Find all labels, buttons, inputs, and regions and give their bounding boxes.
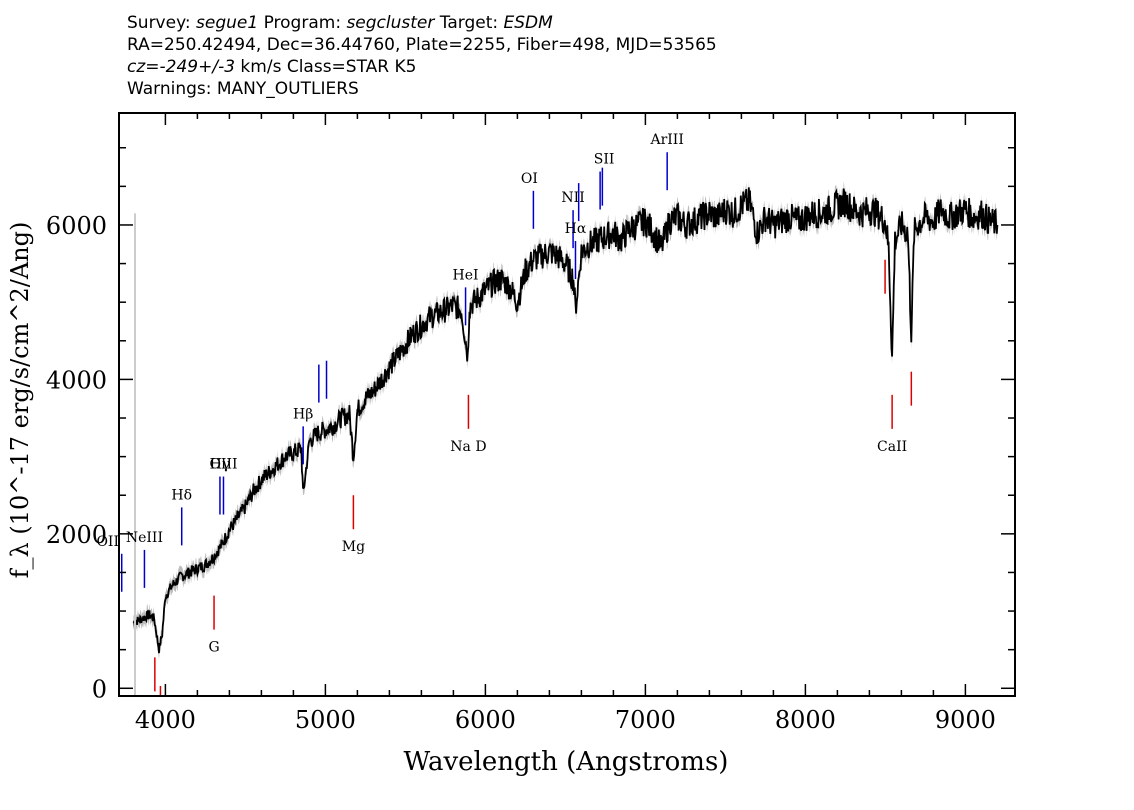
error-band-layer — [133, 180, 998, 660]
header-line-survey: Survey: segue1 Program: segcluster Targe… — [127, 12, 717, 34]
cz-value: cz=-249+/-3 — [127, 57, 236, 77]
line-marker-label: Hδ — [171, 487, 192, 503]
y-tick-label: 2000 — [46, 521, 107, 549]
header-line-warnings: Warnings: MANY_OUTLIERS — [127, 79, 359, 99]
survey-label: Survey: — [127, 13, 197, 33]
error-band — [133, 180, 998, 660]
line-marker-label: OI — [521, 171, 538, 187]
x-axis-ticks: 4000 5000 6000 7000 8000 9000 — [135, 113, 996, 734]
header-line-coordinates: RA=250.42494, Dec=36.44760, Plate=2255, … — [127, 35, 717, 55]
survey-value: segue1 — [196, 13, 259, 33]
spectrum-layer — [132, 187, 999, 696]
line-marker-label: NeIII — [126, 530, 163, 546]
line-marker-label: NII — [561, 190, 584, 206]
target-label: Target: — [434, 13, 504, 33]
plot-header: Survey: segue1 Program: segcluster Targe… — [127, 12, 717, 100]
x-tick-label: 9000 — [935, 706, 996, 734]
line-marker-label: HeI — [453, 267, 479, 283]
spectrum-line — [132, 187, 999, 654]
line-marker-label: Na D — [450, 439, 486, 455]
y-tick-label: 4000 — [46, 366, 107, 394]
x-tick-label: 4000 — [135, 706, 196, 734]
x-tick-label: 6000 — [455, 706, 516, 734]
program-label: Program: — [258, 13, 347, 33]
line-marker-label: G — [208, 640, 219, 656]
target-value: ESDM — [503, 13, 553, 33]
x-tick-label: 8000 — [775, 706, 836, 734]
header-line-redshift: cz=-249+/-3 km/s Class=STAR K5 — [127, 56, 717, 78]
line-marker-label: Mg — [342, 539, 365, 555]
line-marker-label: ArIII — [649, 132, 683, 148]
line-marker-label: Hβ — [293, 406, 313, 422]
y-axis-ticks: 0 2000 4000 6000 — [46, 146, 1015, 703]
line-marker-label: OII — [96, 534, 119, 550]
class-text: km/s Class=STAR K5 — [235, 57, 417, 77]
program-value: segcluster — [346, 13, 435, 33]
line-marker-label: Hα — [565, 221, 587, 237]
y-tick-label: 6000 — [46, 212, 107, 240]
line-marker-label: CaII — [877, 439, 907, 455]
y-tick-label: 0 — [92, 675, 107, 703]
line-marker-label: SII — [594, 152, 615, 168]
line-marker-label: OIII — [209, 457, 237, 473]
line-marker-label: Hγ — [210, 457, 231, 473]
x-tick-label: 7000 — [615, 706, 676, 734]
plot-frame — [118, 112, 1016, 697]
y-axis-label: f_λ (10^-17 erg/s/cm^2/Ang) — [6, 222, 34, 579]
x-axis-label: Wavelength (Angstroms) — [404, 747, 729, 777]
x-tick-label: 5000 — [295, 706, 356, 734]
